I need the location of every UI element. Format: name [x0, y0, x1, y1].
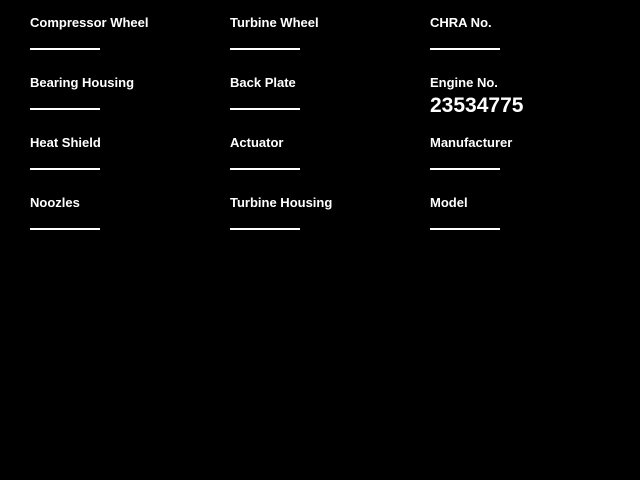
field-engine-no: Engine No. 23534775 [430, 76, 630, 136]
field-label: Heat Shield [30, 135, 101, 150]
field-compressor-wheel: Compressor Wheel [30, 16, 230, 76]
field-label: Noozles [30, 195, 80, 210]
field-label: Bearing Housing [30, 75, 135, 90]
field-label: Engine No. [430, 75, 498, 90]
field-model: Model [430, 196, 630, 256]
compressor-wheel-input-line[interactable] [30, 48, 100, 50]
field-label: Turbine Housing [230, 195, 333, 210]
field-label: Actuator [230, 135, 284, 150]
model-input-line[interactable] [430, 228, 500, 230]
field-turbine-housing: Turbine Housing [230, 196, 430, 256]
field-label: Back Plate [230, 75, 296, 90]
field-label: Manufacturer [430, 135, 513, 150]
heat-shield-input-line[interactable] [30, 168, 100, 170]
inspection-form: Compressor Wheel Turbine Wheel CHRA No. … [30, 16, 630, 256]
manufacturer-input-line[interactable] [430, 168, 500, 170]
turbine-housing-input-line[interactable] [230, 228, 300, 230]
back-plate-input-line[interactable] [230, 108, 300, 110]
field-label: Model [430, 195, 468, 210]
field-back-plate: Back Plate [230, 76, 430, 136]
noozles-input-line[interactable] [30, 228, 100, 230]
field-chra-no: CHRA No. [430, 16, 630, 76]
field-turbine-wheel: Turbine Wheel [230, 16, 430, 76]
field-actuator: Actuator [230, 136, 430, 196]
field-manufacturer: Manufacturer [430, 136, 630, 196]
chra-no-input-line[interactable] [430, 48, 500, 50]
bearing-housing-input-line[interactable] [30, 108, 100, 110]
actuator-input-line[interactable] [230, 168, 300, 170]
field-label: CHRA No. [430, 15, 492, 30]
turbine-wheel-input-line[interactable] [230, 48, 300, 50]
field-label: Compressor Wheel [30, 15, 149, 30]
field-bearing-housing: Bearing Housing [30, 76, 230, 136]
field-label: Turbine Wheel [230, 15, 319, 30]
engine-no-value[interactable]: 23534775 [430, 94, 524, 117]
field-noozles: Noozles [30, 196, 230, 256]
field-heat-shield: Heat Shield [30, 136, 230, 196]
